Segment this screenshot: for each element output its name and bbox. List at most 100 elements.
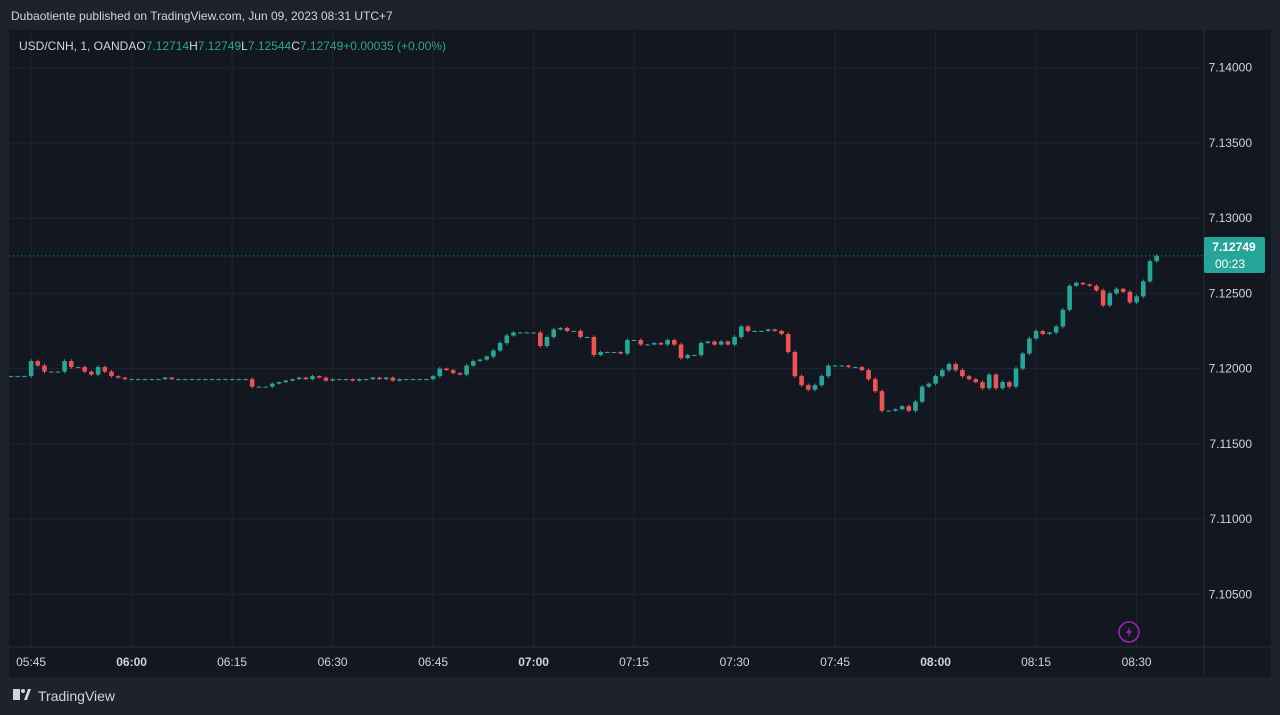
candle-body bbox=[826, 365, 831, 377]
candle-body bbox=[136, 379, 141, 381]
candle-body bbox=[22, 376, 27, 378]
candle-body bbox=[102, 367, 108, 372]
candle-body bbox=[725, 341, 731, 345]
x-tick-label: 07:15 bbox=[619, 655, 649, 669]
candle-body bbox=[611, 352, 617, 354]
y-tick-label: 7.12500 bbox=[1209, 286, 1253, 300]
y-tick-label: 7.11500 bbox=[1210, 437, 1253, 451]
candle-body bbox=[256, 386, 262, 388]
candle-body bbox=[1040, 330, 1046, 334]
candle-body bbox=[283, 380, 288, 383]
candle-body bbox=[477, 359, 483, 362]
candlestick-chart[interactable]: 7.10500 7.11000 7.11500 7.12000 7.12500 7.130… bbox=[9, 30, 1271, 677]
candle-body bbox=[169, 377, 175, 380]
candle-body bbox=[973, 379, 979, 383]
candle-body bbox=[913, 401, 918, 411]
candle-body bbox=[584, 336, 590, 338]
candle-body bbox=[95, 367, 101, 375]
candle-body bbox=[745, 326, 751, 331]
candle-body bbox=[82, 367, 87, 372]
chart-pane[interactable]: 7.10500 7.11000 7.11500 7.12000 7.12500 7.130… bbox=[9, 30, 1271, 677]
candle-body bbox=[229, 379, 235, 381]
candle-body bbox=[672, 340, 677, 345]
brand-name: TradingView bbox=[38, 688, 116, 704]
candle-body bbox=[35, 361, 41, 366]
candle-body bbox=[1134, 296, 1139, 303]
candle-body bbox=[517, 332, 523, 334]
candle-body bbox=[852, 367, 858, 369]
candle-body bbox=[739, 326, 744, 337]
candle-body bbox=[906, 406, 912, 411]
axes: 7.10500 7.11000 7.11500 7.12000 7.12500 7.130… bbox=[9, 30, 1271, 677]
candle-body bbox=[1154, 255, 1159, 262]
candle-body bbox=[578, 330, 583, 337]
candle-body bbox=[243, 379, 248, 381]
candle-body bbox=[1100, 290, 1106, 306]
candle-body bbox=[62, 361, 67, 372]
candle-body bbox=[209, 379, 215, 381]
candle-body bbox=[926, 383, 932, 387]
y-tick-label: 7.11000 bbox=[1210, 512, 1253, 526]
candle-body bbox=[323, 377, 329, 381]
candle-body bbox=[544, 336, 550, 347]
candle-body bbox=[966, 376, 972, 380]
candle-body bbox=[303, 377, 309, 380]
candle-body bbox=[337, 379, 342, 381]
x-tick-label: 05:45 bbox=[16, 655, 46, 669]
candle-body bbox=[846, 365, 851, 368]
candle-body bbox=[511, 332, 516, 336]
candle-body bbox=[142, 379, 148, 381]
candle-body bbox=[718, 341, 724, 345]
x-tick-label: 07:00 bbox=[518, 655, 549, 669]
candle-body bbox=[558, 327, 563, 330]
change-value: +0.00035 (+0.00%) bbox=[343, 39, 447, 53]
candle-body bbox=[249, 379, 255, 387]
candle-body bbox=[189, 379, 195, 381]
candle-body bbox=[678, 344, 684, 359]
candle-body bbox=[1147, 261, 1153, 282]
tradingview-logo-icon bbox=[13, 689, 31, 700]
last-price-tag-bg bbox=[1204, 237, 1265, 273]
candle-body bbox=[383, 377, 389, 380]
countdown-timer: 00:23 bbox=[1215, 257, 1245, 271]
candle-body bbox=[263, 386, 268, 388]
candle-body bbox=[866, 370, 871, 380]
candle-body bbox=[1120, 288, 1126, 292]
candle-body bbox=[665, 340, 670, 345]
candle-body bbox=[1087, 284, 1092, 286]
candle-body bbox=[873, 379, 878, 392]
candle-body bbox=[799, 376, 804, 386]
flash-icon[interactable] bbox=[1118, 621, 1140, 643]
candle-body bbox=[953, 364, 958, 371]
x-tick-label: 07:45 bbox=[820, 655, 850, 669]
candle-body bbox=[276, 382, 282, 384]
candle-body bbox=[1013, 368, 1019, 387]
candle-body bbox=[752, 330, 757, 332]
candle-body bbox=[450, 370, 456, 374]
low-value: 7.12544 bbox=[247, 39, 292, 53]
open-label: O bbox=[136, 39, 146, 53]
candle-body bbox=[28, 361, 34, 377]
candle-body bbox=[89, 371, 94, 375]
candle-body bbox=[343, 379, 349, 381]
x-tick-label: 06:15 bbox=[217, 655, 247, 669]
candle-body bbox=[812, 385, 818, 390]
candle-body bbox=[779, 330, 784, 334]
grid-lines bbox=[9, 30, 1204, 647]
y-tick-label: 7.13500 bbox=[1209, 136, 1253, 150]
candle-body bbox=[471, 361, 476, 366]
symbol-label[interactable]: USD/CNH, 1, OANDA bbox=[19, 39, 137, 53]
candle-body bbox=[203, 379, 208, 381]
candles bbox=[9, 254, 1159, 413]
last-price-value: 7.12749 bbox=[1212, 240, 1256, 254]
candle-body bbox=[162, 377, 168, 380]
candle-body bbox=[1094, 285, 1099, 291]
candle-body bbox=[772, 329, 778, 331]
candle-body bbox=[75, 367, 81, 369]
candle-body bbox=[571, 330, 577, 332]
x-tick-label: 08:30 bbox=[1122, 655, 1152, 669]
tradingview-brand[interactable]: TradingView bbox=[11, 688, 115, 704]
candle-body bbox=[893, 409, 898, 411]
candle-body bbox=[1000, 382, 1005, 389]
candle-body bbox=[879, 391, 885, 411]
